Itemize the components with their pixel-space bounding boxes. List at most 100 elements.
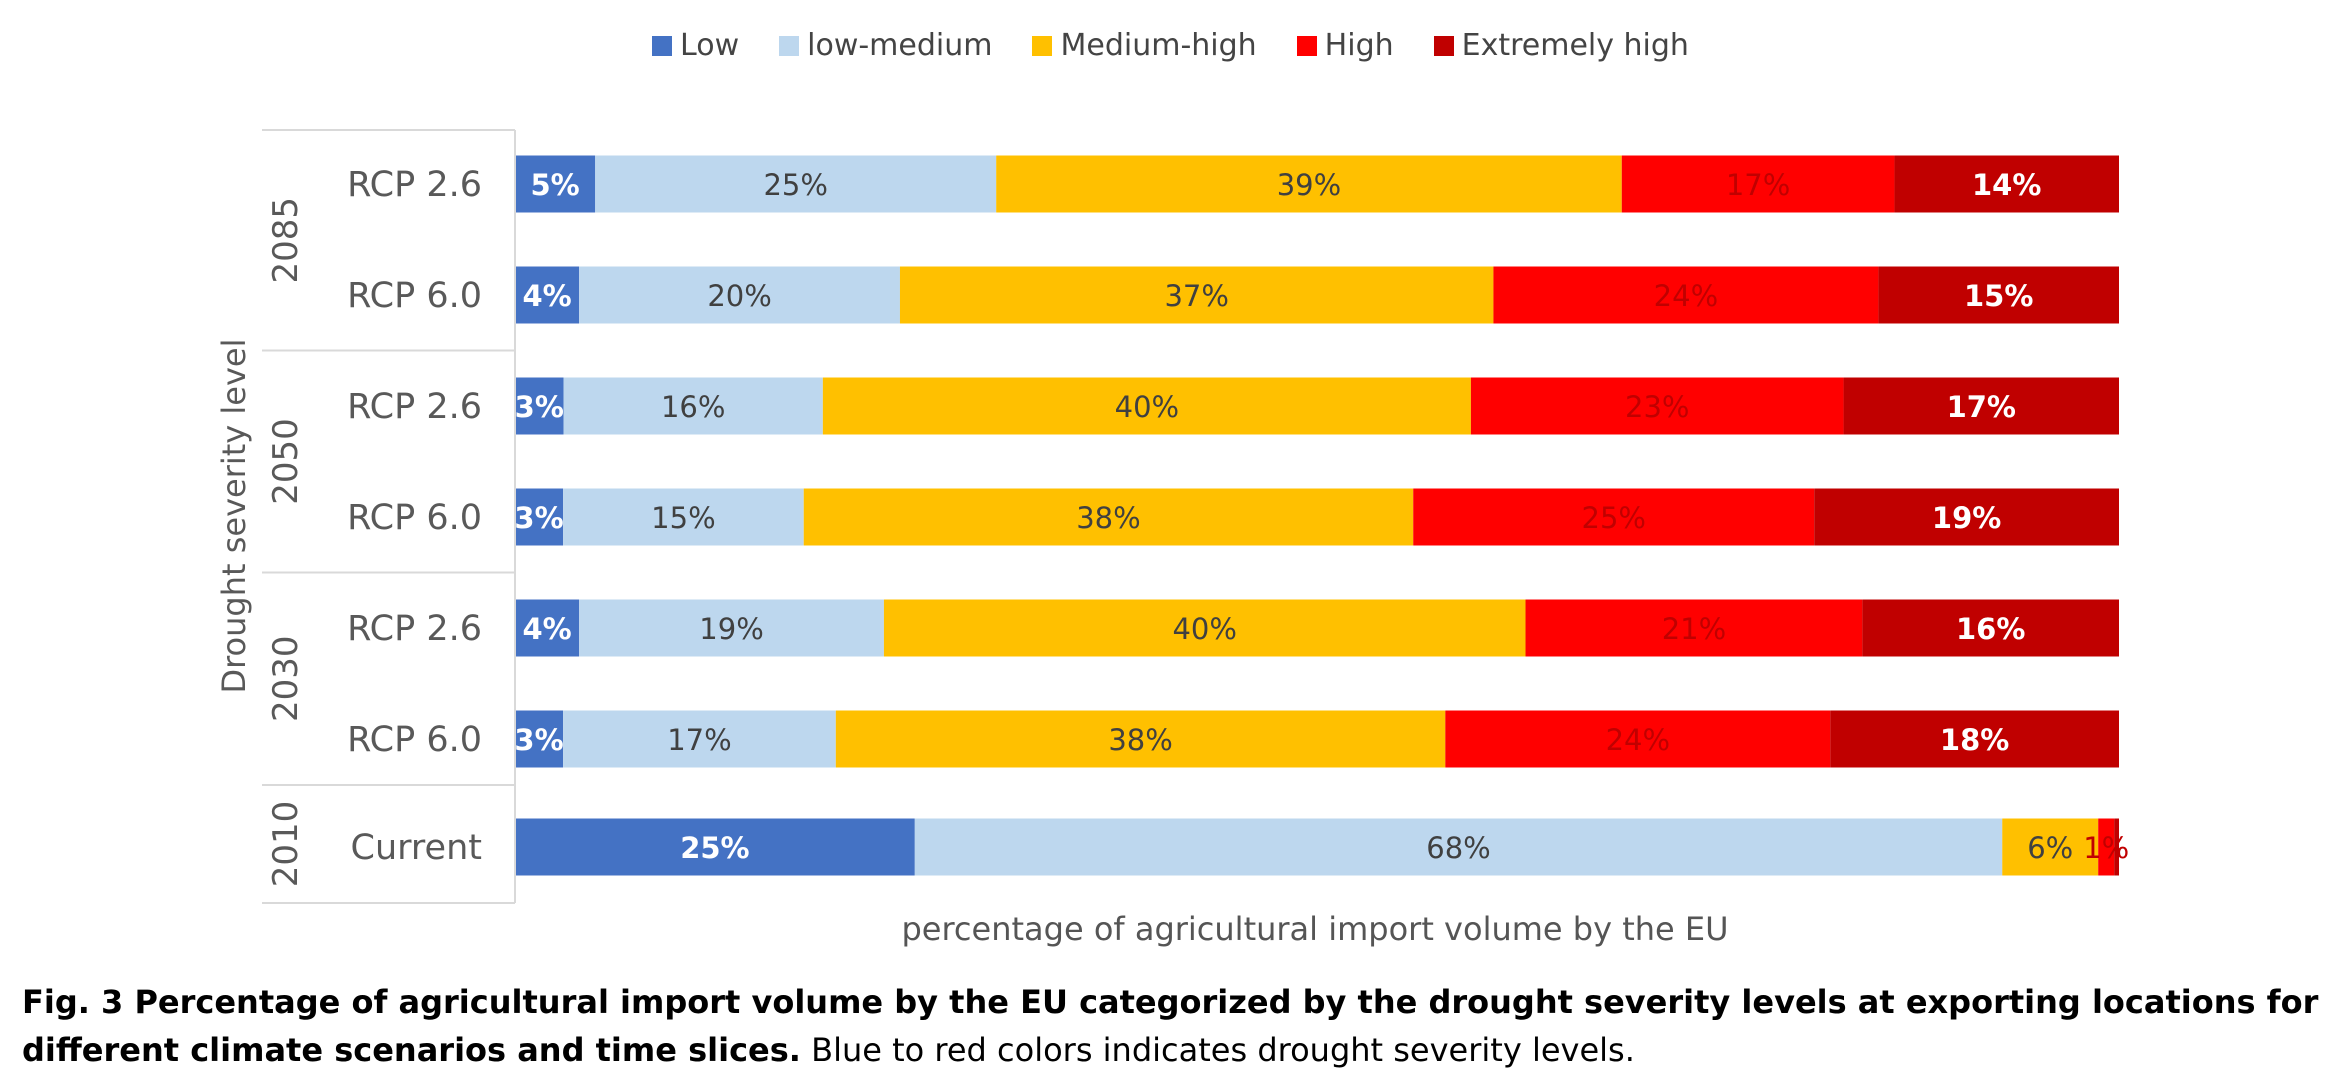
bar-segment <box>1862 599 2119 657</box>
data-label: 37% <box>1164 279 1228 313</box>
category-label: RCP 6.0 <box>347 276 482 316</box>
legend-swatch <box>1433 35 1454 56</box>
legend-label: low-medium <box>807 28 993 63</box>
data-label: 3% <box>514 501 563 535</box>
category-label: RCP 2.6 <box>347 165 482 205</box>
legend-item: Low <box>652 28 739 63</box>
data-label: 23% <box>1625 390 1689 424</box>
bar-segment <box>1830 710 2119 768</box>
bar-segment <box>1621 155 1895 213</box>
data-label: 4% <box>522 612 571 646</box>
data-label: 17% <box>667 723 731 757</box>
legend-item: low-medium <box>779 28 992 63</box>
bar-segment <box>822 377 1471 435</box>
legend-swatch <box>1032 35 1053 56</box>
bar-segment <box>1445 710 1831 768</box>
bar-segment <box>515 599 580 657</box>
bar-segment <box>914 818 2003 876</box>
bar-segment <box>515 818 915 876</box>
bar-segment <box>515 710 564 768</box>
legend-swatch <box>652 35 673 56</box>
legend-swatch <box>1296 35 1317 56</box>
data-label: 24% <box>1606 723 1670 757</box>
category-label: RCP 6.0 <box>347 498 482 538</box>
data-label: 3% <box>514 723 563 757</box>
data-label: 16% <box>661 390 725 424</box>
bar-segment <box>996 155 1622 213</box>
bar-segment <box>563 488 804 546</box>
bar-segment <box>515 155 596 213</box>
legend-label: Extremely high <box>1461 28 1689 63</box>
data-label: 40% <box>1115 390 1179 424</box>
bar-segment <box>579 599 884 657</box>
data-label: 21% <box>1662 612 1726 646</box>
bar-segment <box>1878 266 2119 324</box>
data-label: 18% <box>1940 723 2009 757</box>
caption-text: Blue to red colors indicates drought sev… <box>800 1031 1635 1069</box>
bar-segment <box>515 377 564 435</box>
bar-segment <box>1413 488 1815 546</box>
bar-segment <box>563 377 823 435</box>
bar-segment <box>579 266 900 324</box>
data-label: 68% <box>1426 831 1490 865</box>
bar-segment <box>515 266 580 324</box>
legend-label: High <box>1324 28 1394 63</box>
group-label: 2085 <box>266 197 306 284</box>
bar-segment <box>515 488 564 546</box>
data-label: 16% <box>1956 612 2025 646</box>
legend-item: High <box>1296 28 1394 63</box>
group-label: 2010 <box>266 801 306 888</box>
legend-label: Low <box>680 28 740 63</box>
data-label: 40% <box>1172 612 1236 646</box>
data-label: 19% <box>699 612 763 646</box>
data-label: 5% <box>530 168 579 202</box>
category-label: RCP 2.6 <box>347 387 482 427</box>
bar-segment <box>2114 818 2119 876</box>
bar-segment <box>1493 266 1879 324</box>
data-label: 6% <box>2027 831 2073 865</box>
bar-segment <box>835 710 1446 768</box>
figure-caption: Fig. 3 Percentage of agricultural import… <box>22 978 2322 1074</box>
category-label: RCP 6.0 <box>347 720 482 760</box>
data-label: 19% <box>1932 501 2001 535</box>
bar-segment <box>1470 377 1844 435</box>
data-label: 4% <box>522 279 571 313</box>
x-axis-label: percentage of agricultural import volume… <box>901 910 1729 948</box>
bar-segment <box>1894 155 2119 213</box>
bar-segment <box>1843 377 2119 435</box>
data-label: 1% <box>2083 831 2129 865</box>
data-label: 17% <box>1947 390 2016 424</box>
bar-segment <box>1525 599 1863 657</box>
data-label: 15% <box>651 501 715 535</box>
bar-segment <box>1814 488 2119 546</box>
data-label: 25% <box>680 831 749 865</box>
data-label: 25% <box>1582 501 1646 535</box>
bar-segment <box>2098 818 2115 876</box>
legend-label: Medium-high <box>1060 28 1257 63</box>
bar-segment <box>595 155 997 213</box>
data-label: 24% <box>1654 279 1718 313</box>
data-label: 17% <box>1726 168 1790 202</box>
data-label: 20% <box>707 279 771 313</box>
bar-segment <box>2002 818 2099 876</box>
bar-segment <box>883 599 1526 657</box>
group-label: 2050 <box>266 418 306 505</box>
chart-legend: Low low-medium Medium-high High Extremely hi… <box>0 28 2341 63</box>
y-axis-label: Drought severity level <box>215 338 253 693</box>
data-label: 38% <box>1108 723 1172 757</box>
group-label: 2030 <box>266 635 306 722</box>
caption-title: Fig. 3 Percentage of agricultural import… <box>22 983 2319 1069</box>
category-label: RCP 2.6 <box>347 609 482 649</box>
bar-segment <box>803 488 1414 546</box>
bar-segment <box>899 266 1494 324</box>
data-label: 14% <box>1972 168 2041 202</box>
legend-swatch <box>779 35 800 56</box>
data-label: 38% <box>1076 501 1140 535</box>
legend-item: Medium-high <box>1032 28 1257 63</box>
data-label: 39% <box>1277 168 1341 202</box>
data-label: 25% <box>763 168 827 202</box>
data-label: 3% <box>515 390 564 424</box>
legend-item: Extremely high <box>1433 28 1689 63</box>
category-label: Current <box>351 828 482 868</box>
